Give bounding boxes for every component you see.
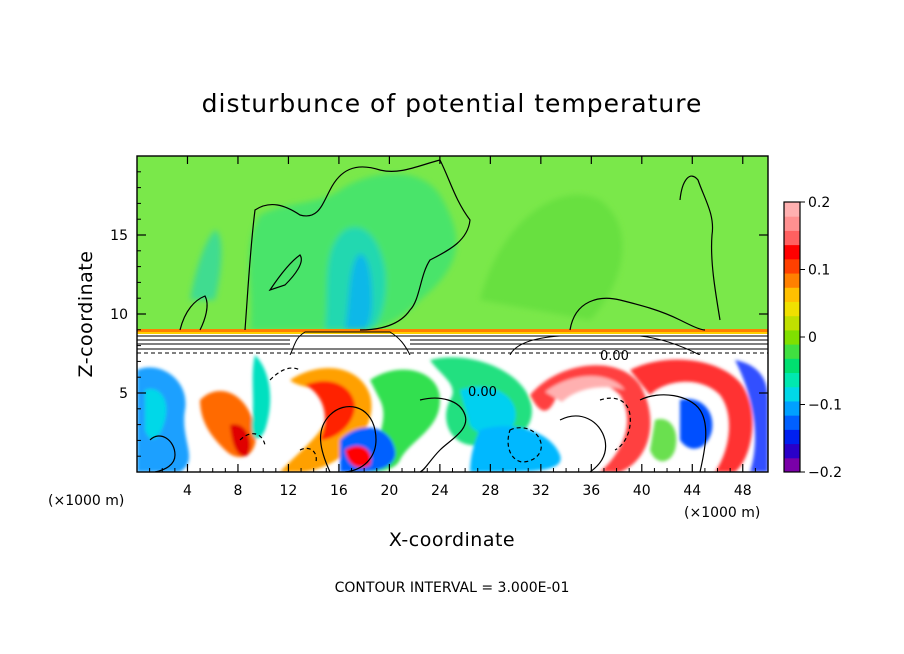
colorbar-segment xyxy=(784,358,800,374)
colorbar-segment xyxy=(784,329,800,345)
colorbar-segment xyxy=(784,415,800,430)
colorbar-segment xyxy=(784,287,800,302)
upper-left-cyan xyxy=(190,230,222,300)
lower-red-arc-far-right xyxy=(630,359,753,472)
colorbar-tick-label: 0.2 xyxy=(808,195,830,211)
colorbar-segment xyxy=(784,443,800,459)
lower-cyan-column xyxy=(251,355,271,439)
x-tick-label: 16 xyxy=(330,483,348,499)
colorbar xyxy=(784,202,800,473)
colorbar-segment xyxy=(784,230,800,246)
colorbar-tick-label: −0.2 xyxy=(808,465,842,481)
colorbar-segment xyxy=(784,273,800,288)
x-tick-label: 4 xyxy=(183,483,192,499)
x-tick-label: 44 xyxy=(683,483,701,499)
colorbar-ticks: 0.2 0.1 0 −0.1 −0.2 xyxy=(800,195,842,481)
x-tick-label: 12 xyxy=(280,483,298,499)
y-axis-label: Z-coordinate xyxy=(75,251,97,378)
chart-title: disturbunce of potential temperature xyxy=(202,89,703,118)
colorbar-segment xyxy=(784,400,800,416)
colorbar-segment xyxy=(784,386,800,402)
colorbar-tick-label: 0.1 xyxy=(808,263,830,279)
x-unit-label-right: (×1000 m) xyxy=(684,505,760,521)
y-tick-label: 10 xyxy=(110,307,128,323)
colorbar-segment xyxy=(784,457,800,473)
y-ticks: 5 10 15 xyxy=(110,171,768,457)
colorbar-segment xyxy=(784,315,800,331)
x-tick-label: 40 xyxy=(633,483,651,499)
colorbar-tick-label: 0 xyxy=(808,330,817,346)
x-tick-label: 20 xyxy=(380,483,398,499)
x-tick-label: 48 xyxy=(734,483,752,499)
colorbar-segment xyxy=(784,372,800,388)
contour-label: 0.00 xyxy=(600,349,629,364)
plot-area: 0.00 0.00 xyxy=(137,156,768,472)
contour-interval-note: CONTOUR INTERVAL = 3.000E-01 xyxy=(335,580,570,596)
colorbar-segment xyxy=(784,429,800,445)
x-ticks: 4 8 12 16 20 24 28 32 36 40 44 48 xyxy=(149,156,756,499)
colorbar-tick-label: −0.1 xyxy=(808,398,842,414)
colorbar-segment xyxy=(784,301,800,317)
x-tick-label: 24 xyxy=(431,483,449,499)
x-tick-label: 28 xyxy=(481,483,499,499)
x-tick-label: 32 xyxy=(532,483,550,499)
colorbar-segment xyxy=(784,202,800,217)
upper-cyan-core2 xyxy=(345,254,372,330)
colorbar-segment xyxy=(784,344,800,359)
x-unit-label-left: (×1000 m) xyxy=(48,493,124,509)
contour-lines xyxy=(149,159,721,472)
contour-label: 0.00 xyxy=(468,385,497,400)
x-tick-label: 36 xyxy=(582,483,600,499)
lower-blue-right xyxy=(680,399,713,449)
colorbar-segment xyxy=(784,258,800,274)
upper-right-green xyxy=(480,194,623,320)
lower-cyan-right xyxy=(470,426,561,472)
x-axis-label: X-coordinate xyxy=(389,529,515,551)
x-tick-label: 8 xyxy=(233,483,242,499)
colorbar-segment xyxy=(784,216,800,231)
y-tick-label: 5 xyxy=(119,386,128,402)
y-tick-label: 15 xyxy=(110,228,128,244)
colorbar-segment xyxy=(784,244,800,260)
